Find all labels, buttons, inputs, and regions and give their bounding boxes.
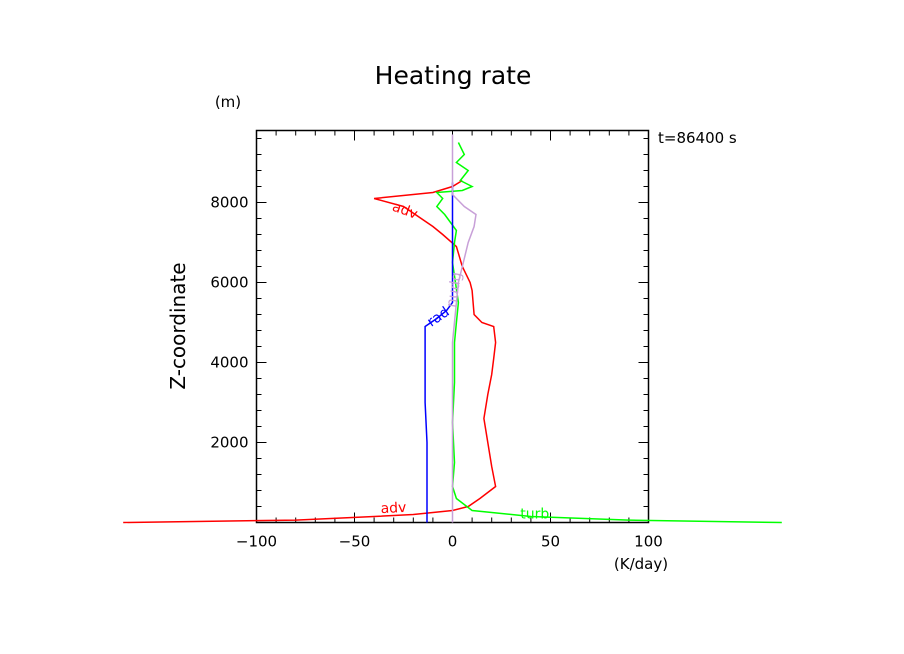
y-unit-label: (m) bbox=[215, 93, 241, 111]
time-label: t=86400 s bbox=[658, 129, 737, 147]
series-line-turb bbox=[435, 142, 782, 524]
series-line-adv bbox=[123, 179, 497, 524]
x-tick-label: 50 bbox=[541, 533, 560, 551]
x-tick-label: 100 bbox=[634, 533, 663, 551]
series-line-rad bbox=[424, 182, 454, 523]
series-label-nudg: nudg bbox=[443, 271, 465, 309]
chart-title: Heating rate bbox=[375, 61, 532, 90]
y-tick-label: 6000 bbox=[210, 274, 248, 292]
series-label-adv: adv bbox=[380, 500, 407, 517]
x-unit-label: (K/day) bbox=[614, 555, 668, 573]
x-tick-label: −50 bbox=[339, 533, 371, 551]
y-axis-label: Z-coordinate bbox=[166, 262, 190, 389]
y-tick-label: 2000 bbox=[210, 434, 248, 452]
series-label-adv: adv bbox=[390, 199, 420, 223]
y-tick-label: 8000 bbox=[210, 194, 248, 212]
y-tick-label: 4000 bbox=[210, 354, 248, 372]
x-tick-label: 0 bbox=[448, 533, 458, 551]
axis-ticks: −100 −50 0 50 100 2000 4000 6000 8000 bbox=[210, 130, 663, 551]
x-tick-label: −100 bbox=[236, 533, 277, 551]
series-label-turb: turb bbox=[520, 507, 549, 523]
series-line-nudg bbox=[451, 134, 477, 523]
